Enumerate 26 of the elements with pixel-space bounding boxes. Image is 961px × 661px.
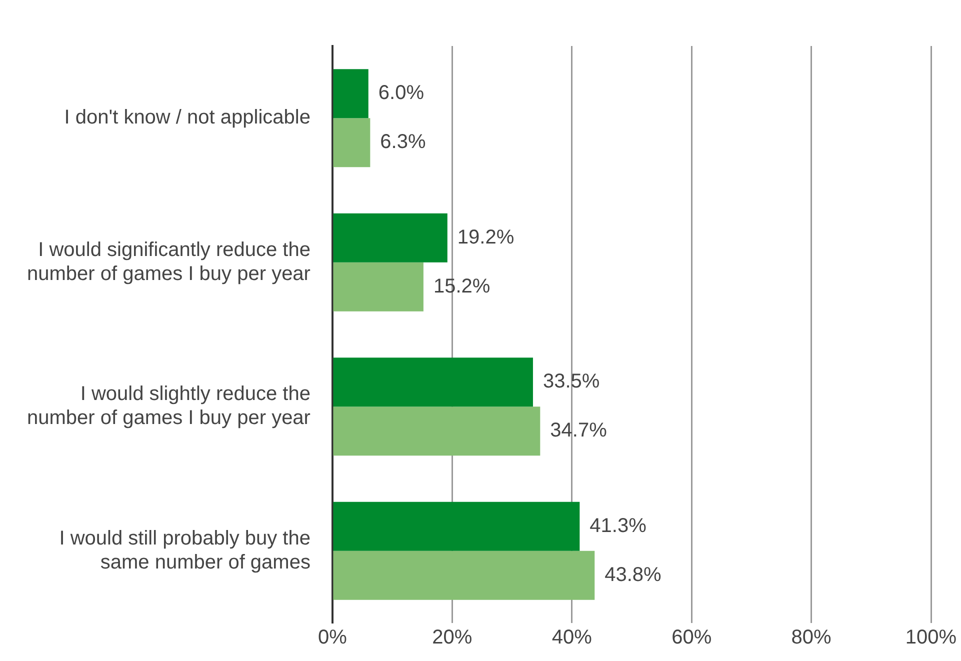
- bar: [333, 262, 424, 312]
- data-label: 34.7%: [550, 420, 608, 442]
- data-label: 33.5%: [542, 370, 600, 393]
- bar: [333, 550, 595, 600]
- bar: [333, 358, 533, 407]
- x-tick-label: 20%: [432, 626, 472, 649]
- bar: [333, 502, 580, 551]
- y-tick-label: I don't know / not applicable: [64, 106, 310, 129]
- bar: [333, 406, 540, 456]
- bar: [333, 118, 370, 168]
- data-label: 6.0%: [378, 82, 424, 104]
- y-tick-label: I would significantly reduce the number of games I buy per year: [26, 238, 311, 285]
- x-tick-label: 0%: [318, 626, 348, 649]
- x-tick-label: 80%: [791, 626, 832, 649]
- bar: [333, 69, 368, 118]
- data-label: 6.3%: [380, 131, 426, 154]
- y-tick-label: I would slightly reduce the number of games I buy per year: [26, 383, 311, 430]
- y-tick-label: I would still probably buy the same number of games: [59, 527, 310, 574]
- data-label: 19.2%: [457, 226, 514, 248]
- x-tick-label: 100%: [905, 626, 957, 649]
- x-tick-label: 60%: [672, 626, 712, 649]
- bar: [333, 213, 448, 262]
- data-label: 43.8%: [604, 564, 662, 586]
- x-tick-label: 40%: [552, 626, 592, 649]
- data-label: 15.2%: [433, 275, 490, 298]
- data-label: 41.3%: [590, 514, 647, 537]
